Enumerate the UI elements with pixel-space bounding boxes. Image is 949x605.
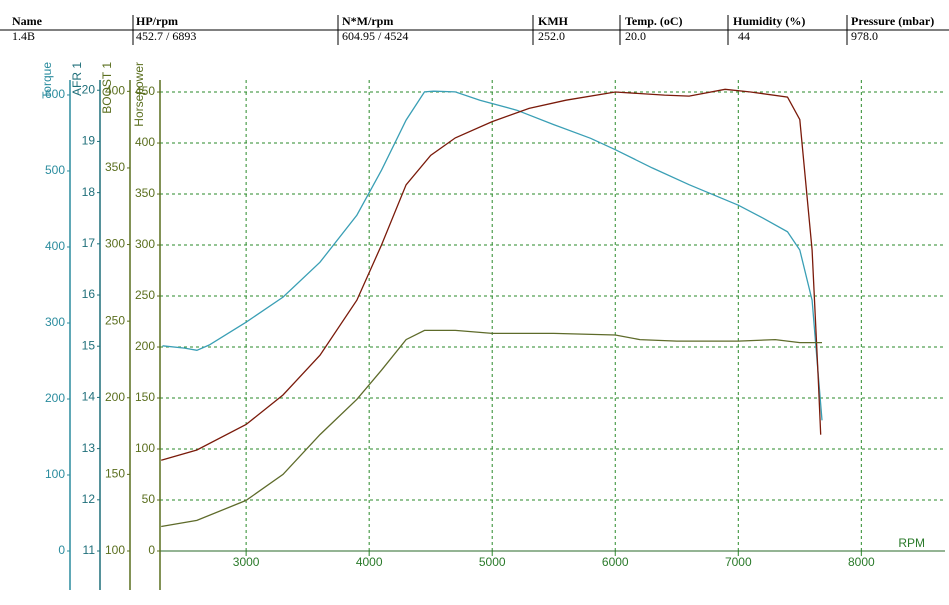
y-tick-label: 300 — [135, 237, 155, 251]
y-tick-label: 13 — [82, 441, 96, 455]
x-tick-label: 8000 — [848, 555, 875, 569]
y-axis-title: Torque — [40, 62, 54, 99]
column-header: KMH — [538, 14, 569, 28]
column-header: Temp. (oC) — [625, 14, 683, 28]
y-tick-label: 400 — [105, 84, 125, 98]
y-tick-label: 16 — [82, 287, 96, 301]
column-header: N*M/rpm — [342, 14, 393, 28]
cell: 1.4B — [12, 29, 35, 43]
y-axis-title: AFR 1 — [70, 62, 84, 96]
y-tick-label: 19 — [82, 134, 96, 148]
y-axis-title: Horsepower — [132, 62, 146, 127]
cell: 44 — [738, 29, 750, 43]
y-tick-label: 12 — [82, 492, 96, 506]
y-tick-label: 300 — [45, 315, 65, 329]
series-line — [161, 88, 822, 461]
y-tick-label: 0 — [58, 543, 65, 557]
cell: 452.7 / 6893 — [136, 29, 196, 43]
y-tick-label: 200 — [45, 391, 65, 405]
x-axis-title: RPM — [898, 536, 925, 550]
y-tick-label: 50 — [142, 492, 156, 506]
y-tick-label: 20 — [82, 82, 96, 96]
column-header: Pressure (mbar) — [851, 14, 934, 28]
cell: 20.0 — [625, 29, 646, 43]
y-tick-label: 350 — [135, 186, 155, 200]
y-tick-label: 11 — [83, 543, 96, 557]
y-tick-label: 500 — [45, 163, 65, 177]
cell: 252.0 — [538, 29, 565, 43]
y-tick-label: 300 — [105, 237, 125, 251]
x-tick-label: 4000 — [356, 555, 383, 569]
y-tick-label: 600 — [45, 87, 65, 101]
cell: 978.0 — [851, 29, 878, 43]
column-header: HP/rpm — [136, 14, 178, 28]
y-axis-title: BOOST 1 — [100, 62, 114, 114]
y-tick-label: 15 — [82, 338, 96, 352]
y-tick-label: 250 — [135, 288, 155, 302]
y-tick-label: 0 — [148, 543, 155, 557]
y-tick-label: 400 — [135, 135, 155, 149]
y-tick-label: 250 — [105, 313, 125, 327]
y-tick-label: 200 — [105, 390, 125, 404]
y-tick-label: 400 — [45, 239, 65, 253]
header-table — [0, 15, 949, 45]
column-header: Name — [12, 14, 43, 28]
y-tick-label: 18 — [82, 185, 96, 199]
series-line — [162, 90, 823, 421]
x-tick-label: 7000 — [725, 555, 752, 569]
y-tick-label: 14 — [82, 390, 96, 404]
series-line — [161, 329, 822, 528]
y-tick-label: 100 — [135, 441, 155, 455]
x-tick-label: 3000 — [233, 555, 260, 569]
y-tick-label: 150 — [135, 390, 155, 404]
column-header: Humidity (%) — [733, 14, 805, 28]
y-tick-label: 17 — [82, 236, 96, 250]
y-tick-label: 200 — [135, 339, 155, 353]
cell: 604.95 / 4524 — [342, 29, 408, 43]
y-tick-label: 150 — [105, 467, 125, 481]
x-tick-label: 6000 — [602, 555, 629, 569]
x-tick-label: 5000 — [479, 555, 506, 569]
y-tick-label: 100 — [105, 543, 125, 557]
y-tick-label: 350 — [105, 160, 125, 174]
y-tick-label: 100 — [45, 467, 65, 481]
y-tick-label: 450 — [135, 84, 155, 98]
